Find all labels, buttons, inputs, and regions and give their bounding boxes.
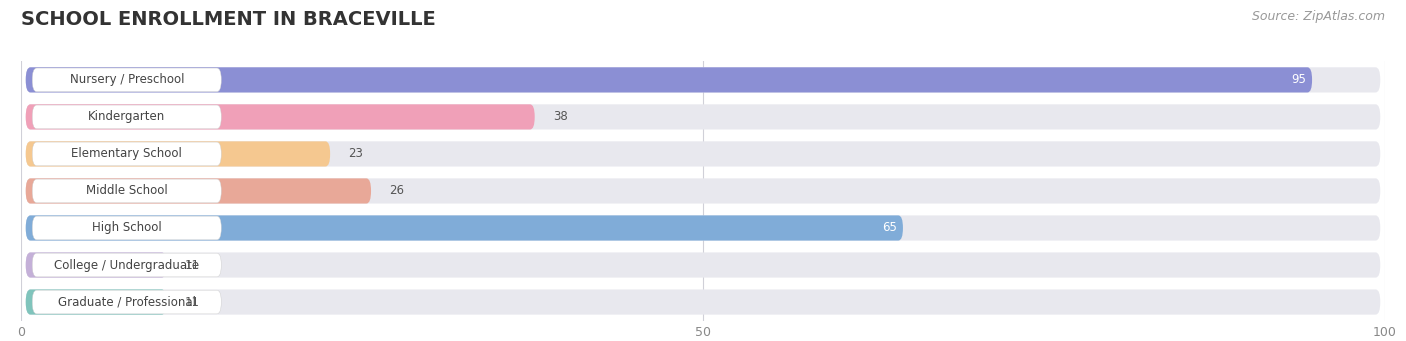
Text: 95: 95 (1291, 73, 1306, 86)
FancyBboxPatch shape (32, 142, 221, 166)
Text: 23: 23 (349, 147, 363, 160)
Text: Source: ZipAtlas.com: Source: ZipAtlas.com (1251, 10, 1385, 23)
FancyBboxPatch shape (25, 216, 1381, 240)
Text: 26: 26 (389, 184, 405, 197)
Text: 11: 11 (184, 296, 200, 309)
FancyBboxPatch shape (32, 105, 221, 129)
Text: 38: 38 (553, 110, 568, 123)
FancyBboxPatch shape (25, 104, 534, 130)
Text: 11: 11 (184, 258, 200, 271)
FancyBboxPatch shape (32, 290, 221, 314)
FancyBboxPatch shape (25, 142, 1381, 166)
Text: Nursery / Preschool: Nursery / Preschool (69, 73, 184, 86)
Text: Kindergarten: Kindergarten (89, 110, 166, 123)
FancyBboxPatch shape (25, 142, 330, 166)
FancyBboxPatch shape (25, 216, 903, 240)
FancyBboxPatch shape (32, 179, 221, 203)
FancyBboxPatch shape (32, 216, 221, 240)
FancyBboxPatch shape (32, 68, 221, 92)
FancyBboxPatch shape (25, 178, 371, 204)
FancyBboxPatch shape (25, 290, 166, 315)
Text: College / Undergraduate: College / Undergraduate (55, 258, 200, 271)
Text: Middle School: Middle School (86, 184, 167, 197)
FancyBboxPatch shape (25, 290, 1381, 315)
FancyBboxPatch shape (25, 67, 1381, 92)
FancyBboxPatch shape (25, 178, 1381, 204)
FancyBboxPatch shape (25, 252, 1381, 278)
FancyBboxPatch shape (25, 104, 1381, 130)
Text: Graduate / Professional: Graduate / Professional (58, 296, 195, 309)
Text: Elementary School: Elementary School (72, 147, 183, 160)
FancyBboxPatch shape (32, 253, 221, 277)
Text: SCHOOL ENROLLMENT IN BRACEVILLE: SCHOOL ENROLLMENT IN BRACEVILLE (21, 10, 436, 29)
FancyBboxPatch shape (25, 252, 166, 278)
Text: 65: 65 (882, 222, 897, 235)
Text: High School: High School (91, 222, 162, 235)
FancyBboxPatch shape (25, 67, 1312, 92)
